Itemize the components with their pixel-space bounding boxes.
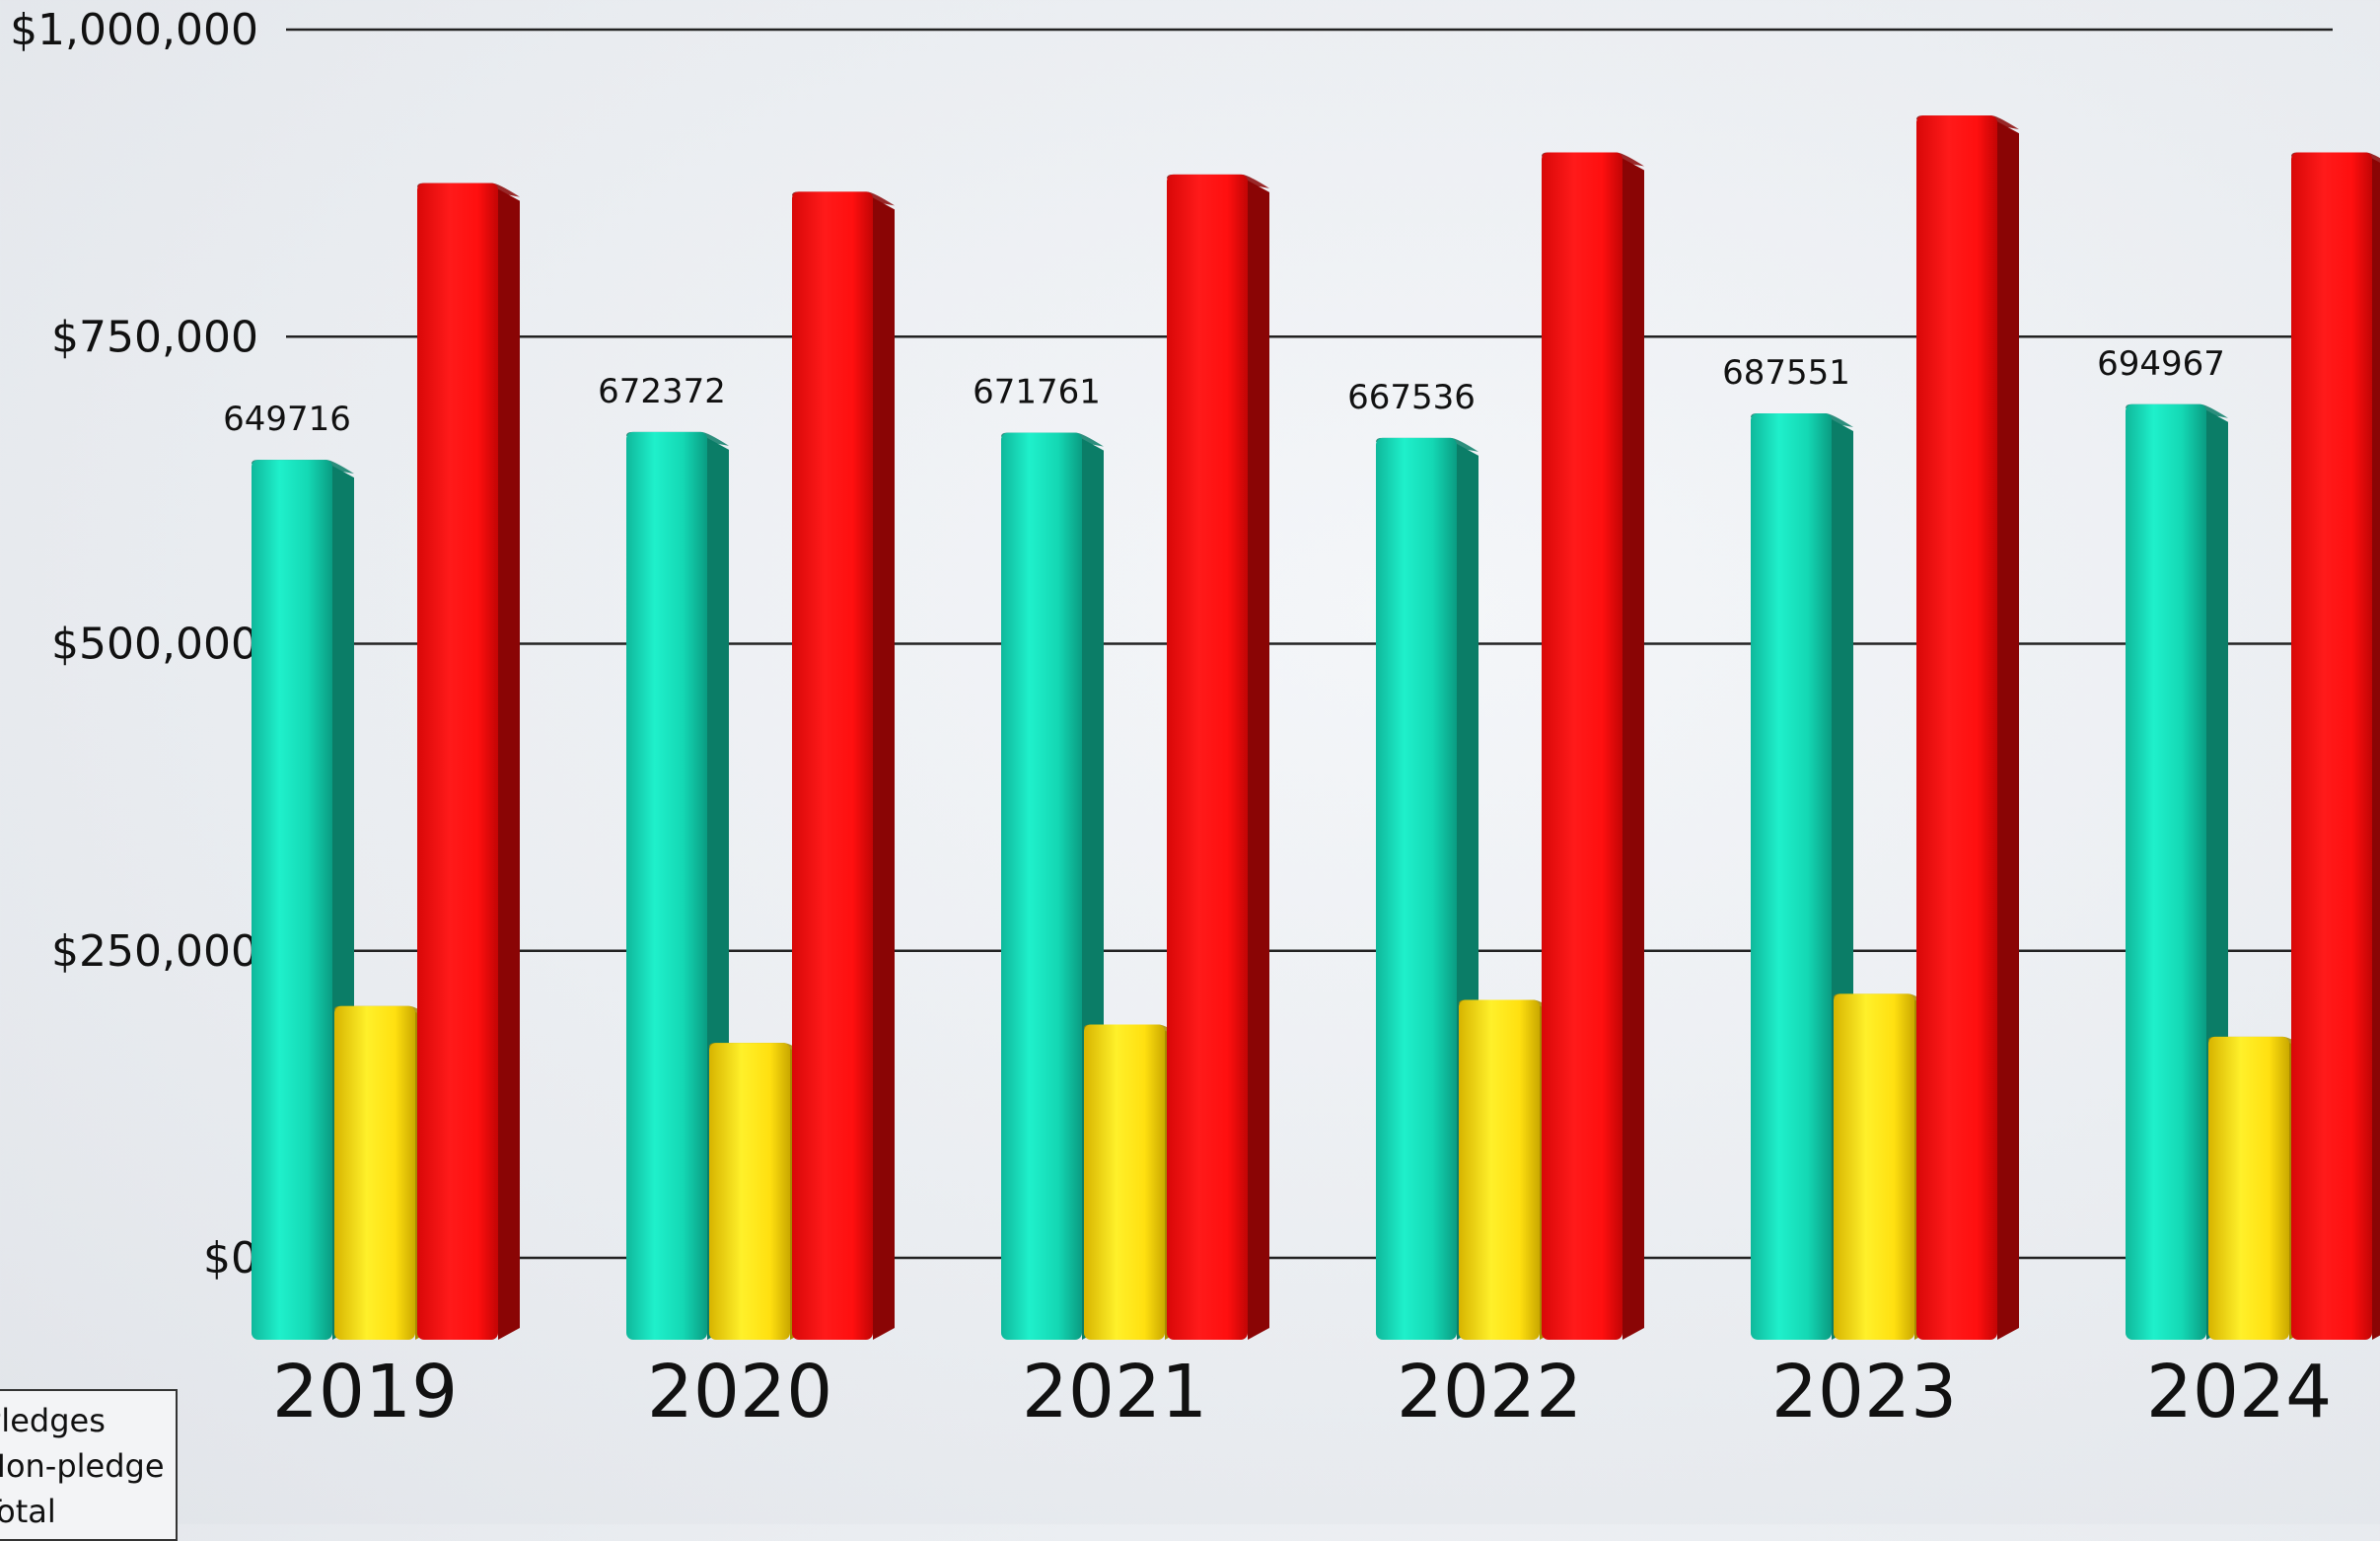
gridlines <box>286 28 2333 1260</box>
y-tick-label: $500,000 <box>51 620 258 670</box>
bar-non-pledge-2024 <box>2208 1036 2289 1340</box>
x-tick-label: 2020 <box>647 1350 832 1434</box>
data-label-pledges-2022: 667536 <box>1347 378 1476 417</box>
y-tick-label: $0 <box>203 1233 258 1284</box>
bar-total-2024 <box>2291 152 2372 1340</box>
x-tick-label: 2022 <box>1397 1350 1582 1434</box>
bar-total-2019 <box>417 183 498 1340</box>
y-axis-ticks: $0 $250,000 $500,000 $750,000 $1,000,000 <box>10 5 258 1284</box>
bar-total-2023-side <box>1997 121 2019 1340</box>
x-tick-label: 2019 <box>272 1350 458 1434</box>
bar-total-2021 <box>1167 174 1248 1340</box>
bar-pledges-2019 <box>252 460 332 1340</box>
bar-pledges-2022 <box>1376 437 1457 1340</box>
bar-total-2023 <box>1916 115 1997 1340</box>
bar-non-pledge-2023 <box>1834 993 1914 1340</box>
legend-item-pledges: Pledges <box>0 1402 106 1439</box>
bar-non-pledge-2020 <box>709 1043 790 1340</box>
legend-item-total: Total <box>0 1493 56 1530</box>
bar-total-2024-side <box>2372 158 2380 1340</box>
x-tick-label: 2024 <box>2146 1350 2332 1434</box>
y-tick-label: $250,000 <box>51 926 258 977</box>
bars <box>252 115 2380 1341</box>
bar-pledges-2024 <box>2126 404 2206 1340</box>
bar-total-2022 <box>1542 152 1623 1340</box>
data-label-pledges-2024: 694967 <box>2097 344 2225 384</box>
bar-total-2021-side <box>1248 180 1269 1340</box>
bar-non-pledge-2019 <box>334 1005 415 1340</box>
y-tick-label: $1,000,000 <box>10 5 258 55</box>
x-axis-ticks: 2019 2020 2021 2022 2023 2024 <box>272 1350 2332 1434</box>
data-label-pledges-2021: 671761 <box>973 373 1101 412</box>
legend: Pledges Non-pledge Total <box>0 1389 178 1541</box>
bar-pledges-2020 <box>626 431 707 1340</box>
legend-item-non-pledge: Non-pledge <box>0 1447 165 1485</box>
bar-pledges-2021 <box>1001 432 1082 1340</box>
bar-pledges-2023 <box>1751 412 1832 1340</box>
data-label-pledges-2019: 649716 <box>223 400 351 439</box>
bar-total-2022-side <box>1623 158 1644 1340</box>
bar-non-pledge-2022 <box>1459 999 1540 1340</box>
x-tick-label: 2021 <box>1022 1350 1207 1434</box>
y-tick-label: $750,000 <box>51 312 258 362</box>
data-labels: 649716 672372 671761 667536 687551 694967 <box>223 344 2225 439</box>
data-label-pledges-2020: 672372 <box>598 372 726 411</box>
x-tick-label: 2023 <box>1771 1350 1957 1434</box>
data-label-pledges-2023: 687551 <box>1722 353 1850 393</box>
bar-total-2019-side <box>498 188 520 1340</box>
bar-non-pledge-2021 <box>1084 1024 1165 1340</box>
bar-total-2020 <box>792 191 873 1341</box>
bar-total-2020-side <box>873 197 895 1341</box>
